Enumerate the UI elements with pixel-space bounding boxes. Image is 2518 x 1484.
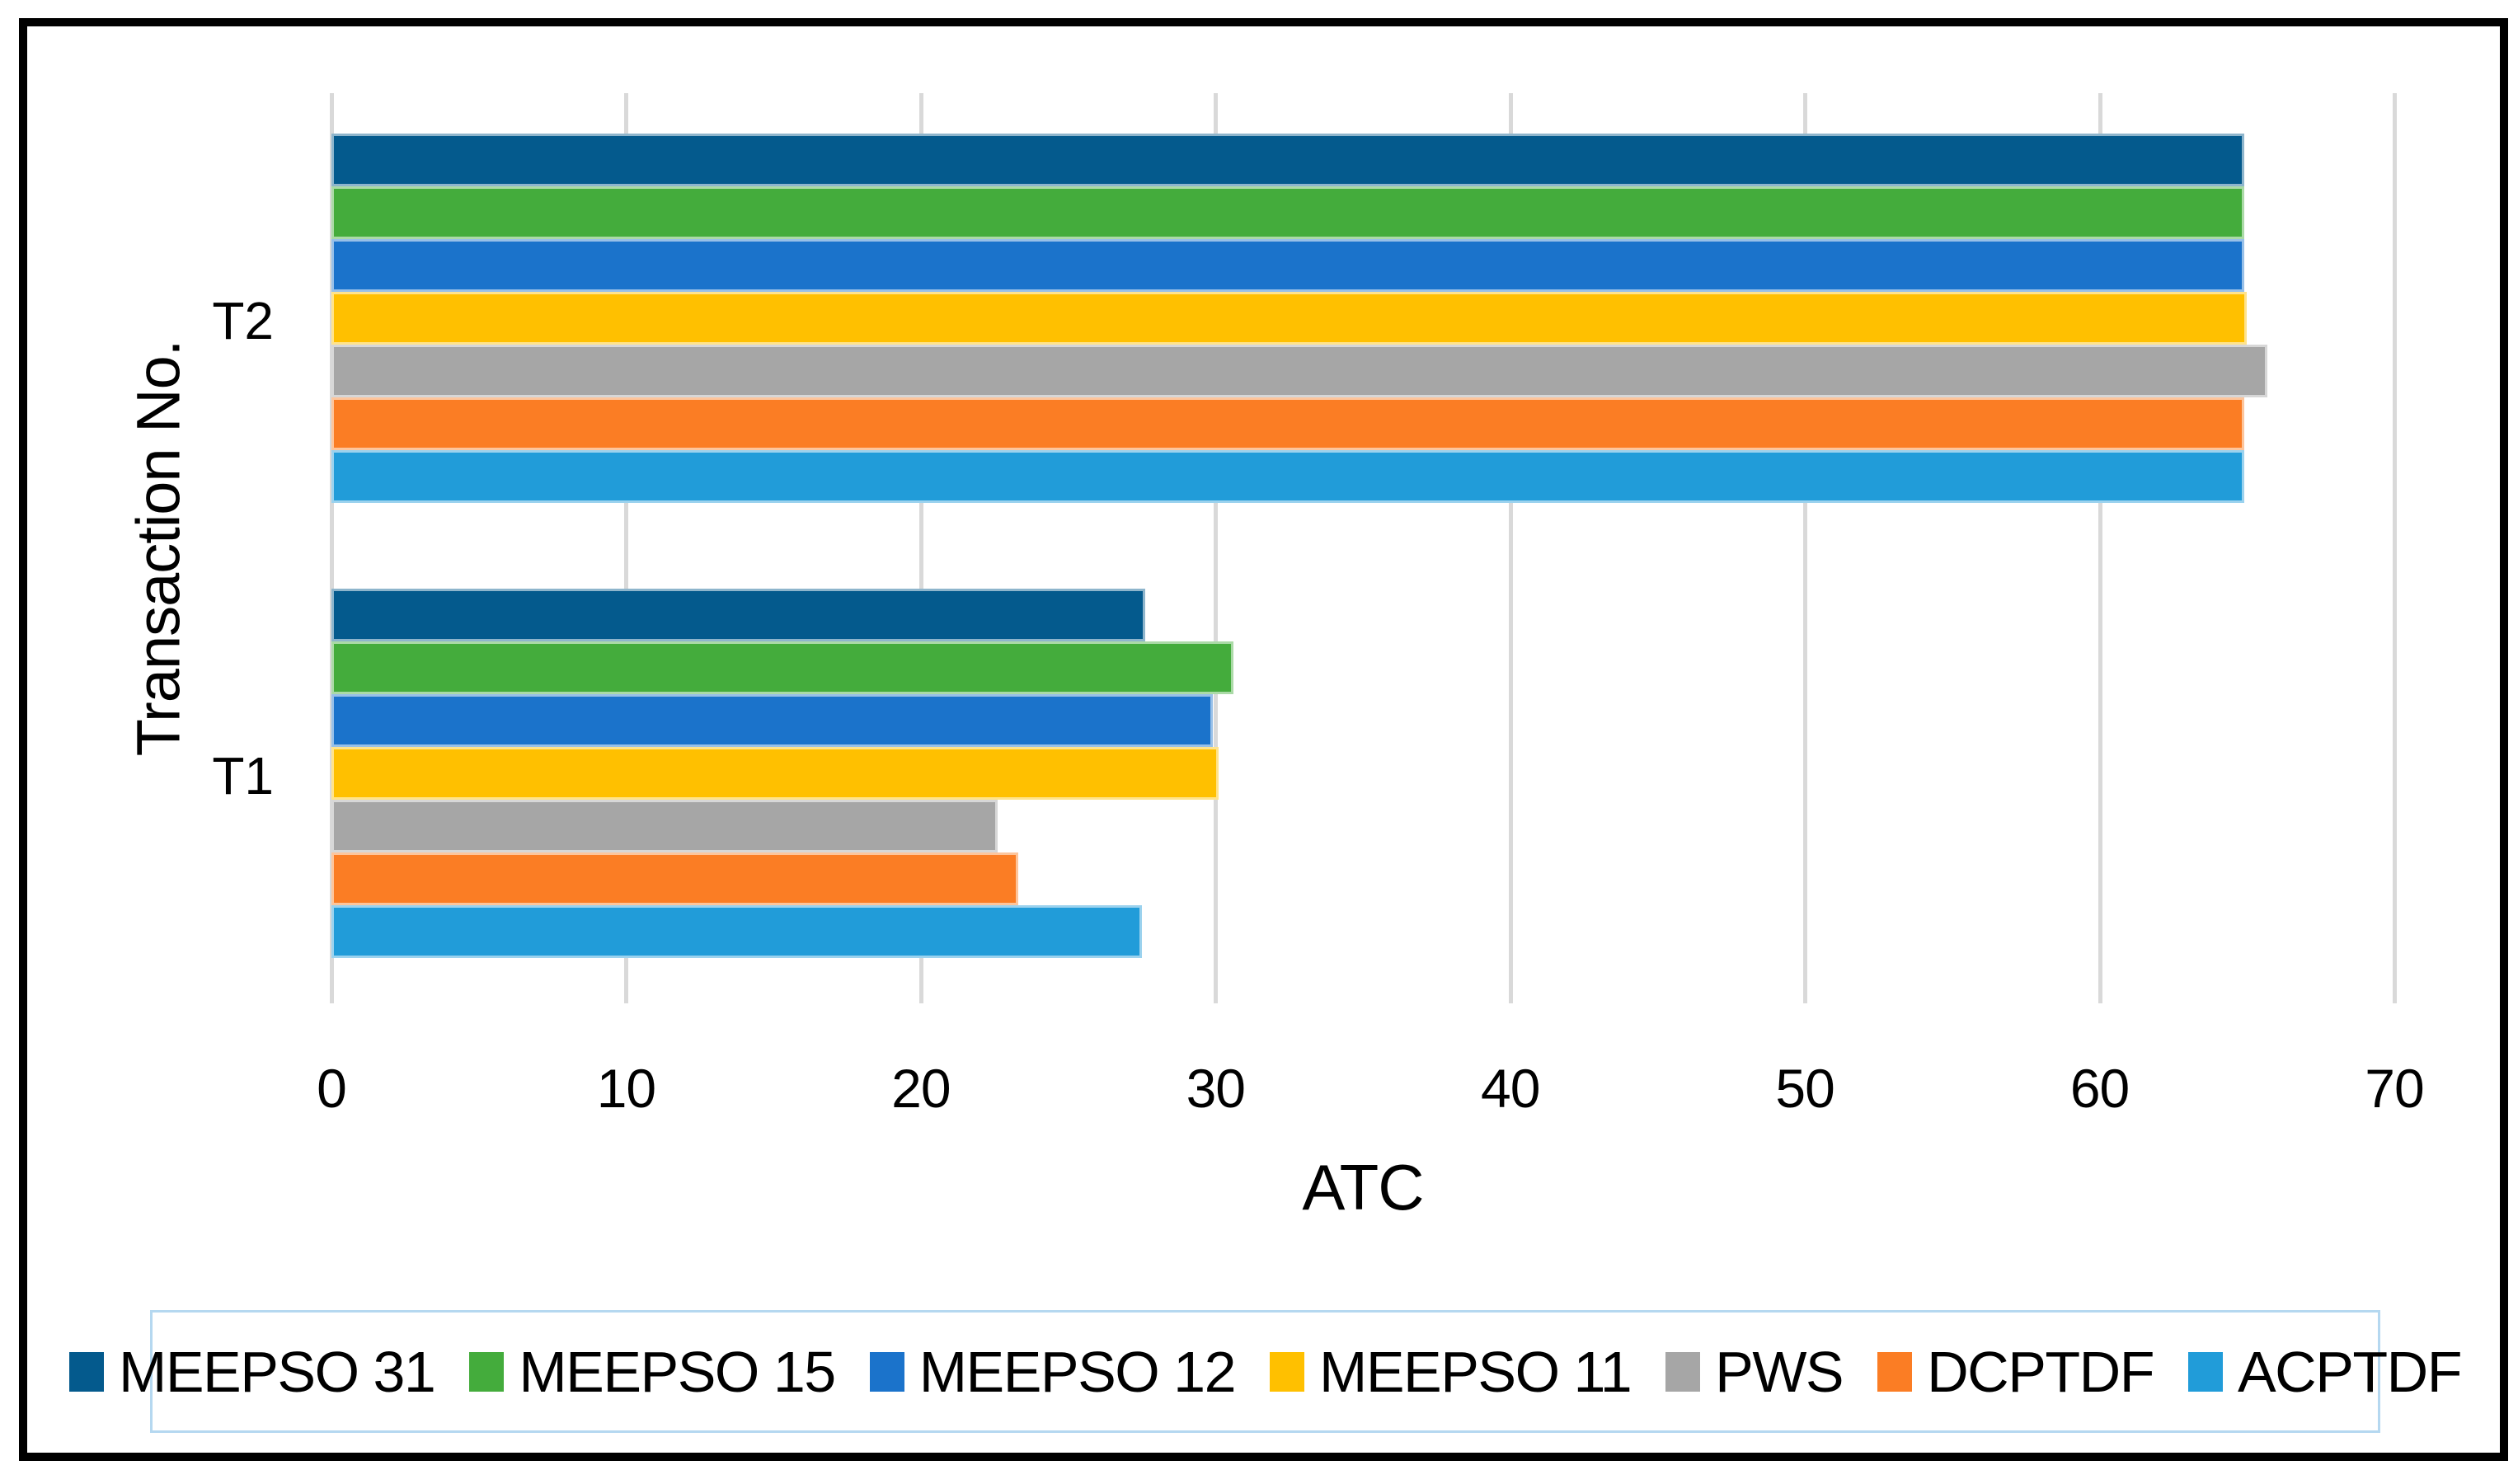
x-tick-label: 60 [2069,1058,2130,1119]
category-label-t2: T2 [212,291,274,350]
gridline [2098,93,2102,1003]
x-tick-label: 20 [891,1058,951,1119]
bar-t2-meepso-15 [331,186,2244,239]
x-tick-label: 70 [2365,1058,2424,1119]
bar-t2-dcptdf [331,397,2244,450]
legend-item-meepso-12: MEEPSO 12 [869,1339,1237,1405]
legend-label: MEEPSO 12 [918,1339,1237,1404]
category-label-t1: T1 [212,746,274,805]
x-tick-label: 30 [1186,1058,1246,1119]
legend-swatch [69,1351,105,1392]
legend-label: DCPTDF [1927,1339,2154,1404]
bar-t1-meepso-11 [331,747,1219,800]
x-tick-label: 0 [317,1058,347,1119]
x-tick-label: 40 [1480,1058,1540,1119]
legend-swatch [1270,1351,1305,1392]
legend-swatch [1665,1351,1701,1392]
bar-t1-meepso-12 [331,694,1213,747]
legend-label: MEEPSO 31 [119,1339,436,1404]
gridline [1803,93,1808,1003]
legend: MEEPSO 31 MEEPSO 15 MEEPSO 12 MEEPSO 11 PWS D… [69,1310,2462,1433]
bar-t1-acptdf [331,905,1142,958]
bar-t1-pws [331,800,998,852]
x-tick-label: 10 [596,1058,656,1119]
bar-t2-acptdf [331,450,2244,503]
bar-t1-meepso-31 [331,589,1145,641]
legend-label: MEEPSO 11 [1319,1339,1632,1404]
legend-item-meepso-15: MEEPSO 15 [469,1339,836,1405]
x-axis-title: ATC [1302,1151,1424,1223]
gridline [918,93,923,1003]
gridline [1508,93,1513,1003]
plot-area [330,93,2397,1003]
bar-t2-meepso-11 [331,292,2248,345]
legend-swatch [469,1351,505,1392]
legend-item-meepso-11: MEEPSO 11 [1270,1339,1632,1405]
legend-item-dcptdf: DCPTDF [1877,1339,2154,1405]
legend-item-acptdf: ACPTDF [2187,1339,2463,1405]
bar-t2-meepso-31 [331,134,2244,186]
y-axis-title: Transaction No. [124,340,193,757]
gridline [624,93,629,1003]
legend-label: MEEPSO 15 [519,1339,836,1404]
legend-item-meepso-31: MEEPSO 31 [69,1339,436,1405]
bar-t1-dcptdf [331,852,1018,905]
legend-item-pws: PWS [1665,1339,1844,1405]
bar-t1-meepso-15 [331,641,1233,694]
gridline [330,93,334,1003]
legend-swatch [2187,1351,2223,1392]
legend-label: PWS [1715,1339,1844,1404]
bar-t2-pws [331,345,2268,397]
legend-label: ACPTDF [2237,1339,2463,1404]
bar-t2-meepso-12 [331,239,2244,292]
gridline [2393,93,2397,1003]
x-tick-label: 50 [1775,1058,1834,1119]
gridline [1214,93,1219,1003]
legend-swatch [869,1351,904,1392]
legend-swatch [1877,1351,1913,1392]
